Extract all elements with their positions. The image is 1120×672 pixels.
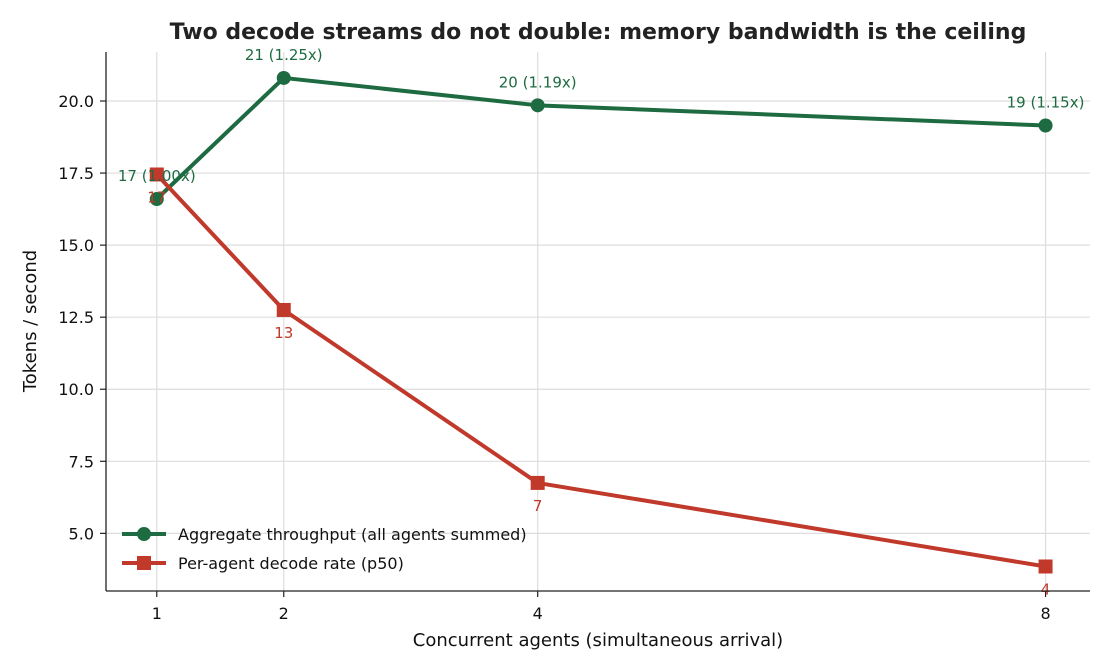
data-label: 17: [147, 189, 166, 207]
legend-label: Aggregate throughput (all agents summed): [178, 525, 527, 544]
data-labels: 17 (1.00x) 21 (1.25x) 20 (1.19x) 19 (1.15x)…: [118, 46, 1085, 599]
data-label: 17 (1.00x): [118, 167, 196, 185]
grid: [106, 52, 1090, 591]
legend: Aggregate throughput (all agents summed)…: [122, 525, 527, 573]
series-markers: [149, 70, 1053, 574]
data-label: 19 (1.15x): [1007, 94, 1085, 112]
series-line-1: [155, 75, 1046, 201]
data-point-marker: [149, 192, 164, 206]
data-label: 21 (1.25x): [245, 46, 323, 64]
y-tick-label: 15.0: [58, 236, 94, 255]
data-point-marker: [530, 475, 545, 490]
series-line-2: [155, 173, 1046, 569]
y-tick-label: 10.0: [58, 380, 94, 399]
data-point-marker: [276, 302, 291, 317]
data-point-marker: [530, 98, 545, 113]
ticks: 1 2 4 8 5.0 7.5 10.0 12.5 15.0 17.5 20.0: [58, 92, 1050, 623]
axes: [105, 52, 1090, 592]
data-label: 7: [533, 497, 543, 515]
chart-title: Two decode streams do not double: memory…: [170, 20, 1027, 45]
y-tick-label: 7.5: [69, 452, 94, 471]
y-tick-label: 12.5: [58, 308, 94, 327]
data-label: 20 (1.19x): [499, 73, 577, 91]
legend-label: Per-agent decode rate (p50): [178, 554, 404, 573]
data-label: 4: [1041, 581, 1051, 599]
legend-swatch-marker: [137, 527, 151, 541]
x-axis-label: Concurrent agents (simultaneous arrival): [413, 630, 783, 651]
y-tick-label: 5.0: [69, 524, 94, 543]
y-axis-label: Tokens / second: [20, 250, 41, 393]
data-point-marker: [1038, 559, 1053, 574]
data-point-marker: [276, 70, 291, 85]
legend-swatch-marker: [137, 556, 151, 570]
data-label: 13: [274, 324, 293, 342]
y-tick-label: 17.5: [58, 164, 94, 183]
data-point-marker: [1038, 118, 1053, 133]
x-tick-label: 8: [1040, 604, 1050, 623]
x-tick-label: 4: [533, 604, 543, 623]
series-lines: [155, 75, 1046, 569]
x-tick-label: 2: [279, 604, 289, 623]
y-tick-label: 20.0: [58, 92, 94, 111]
data-point-marker: [149, 167, 164, 182]
x-tick-label: 1: [152, 604, 162, 623]
